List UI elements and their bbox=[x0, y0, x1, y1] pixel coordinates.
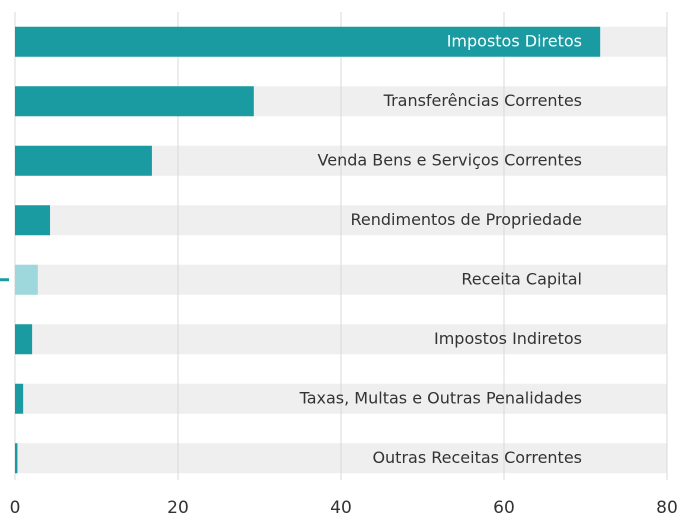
category-label: Receita Capital bbox=[461, 269, 582, 288]
category-label: Rendimentos de Propriedade bbox=[351, 210, 583, 229]
x-tick-label: 40 bbox=[330, 498, 352, 518]
category-label: Taxas, Multas e Outras Penalidades bbox=[299, 388, 582, 407]
x-tick-label: 60 bbox=[493, 498, 515, 518]
bar bbox=[15, 443, 18, 474]
category-label: Outras Receitas Correntes bbox=[372, 448, 582, 467]
bar bbox=[15, 145, 152, 176]
x-tick-label: 80 bbox=[656, 498, 678, 518]
category-label: Transferências Correntes bbox=[383, 91, 582, 110]
category-label: Venda Bens e Serviços Correntes bbox=[318, 150, 582, 169]
x-tick-label: 20 bbox=[167, 498, 189, 518]
bar bbox=[15, 324, 33, 355]
bar bbox=[15, 26, 601, 57]
category-label: Impostos Diretos bbox=[447, 31, 582, 50]
category-label: Impostos Indiretos bbox=[434, 329, 582, 348]
bar bbox=[15, 205, 51, 236]
bar bbox=[15, 86, 254, 117]
x-tick-label: 0 bbox=[10, 498, 21, 518]
bar bbox=[15, 383, 24, 414]
bar bbox=[15, 264, 38, 295]
